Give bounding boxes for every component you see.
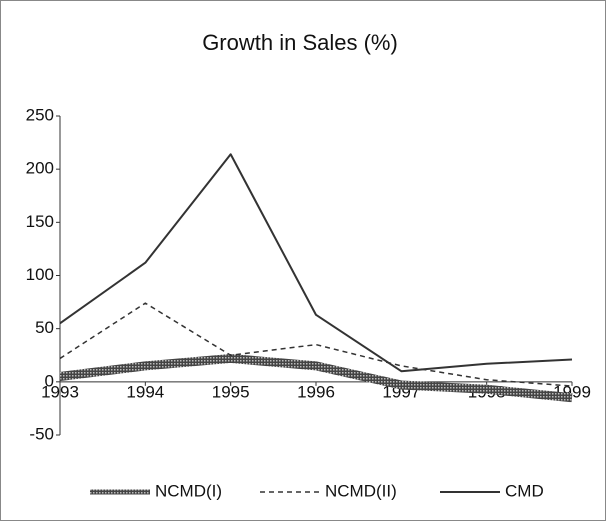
legend-label: NCMD(II) [325, 481, 397, 500]
y-tick-label: -50 [29, 424, 54, 443]
series-line [59, 302, 573, 387]
series-line [59, 353, 573, 403]
x-tick-label: 1993 [41, 382, 79, 401]
legend-label: CMD [505, 481, 544, 500]
x-tick-label: 1995 [212, 382, 250, 401]
x-tick-label: 1996 [297, 382, 335, 401]
y-tick-label: 250 [26, 105, 54, 124]
chart-title: Growth in Sales (%) [202, 30, 398, 55]
y-tick-label: 100 [26, 265, 54, 284]
x-tick-label: 1994 [126, 382, 164, 401]
series-line [59, 153, 573, 373]
y-tick-label: 200 [26, 159, 54, 178]
y-tick-label: 0 [45, 371, 54, 390]
y-tick-label: 150 [26, 212, 54, 231]
legend-label: NCMD(I) [155, 481, 222, 500]
y-tick-label: 50 [35, 318, 54, 337]
